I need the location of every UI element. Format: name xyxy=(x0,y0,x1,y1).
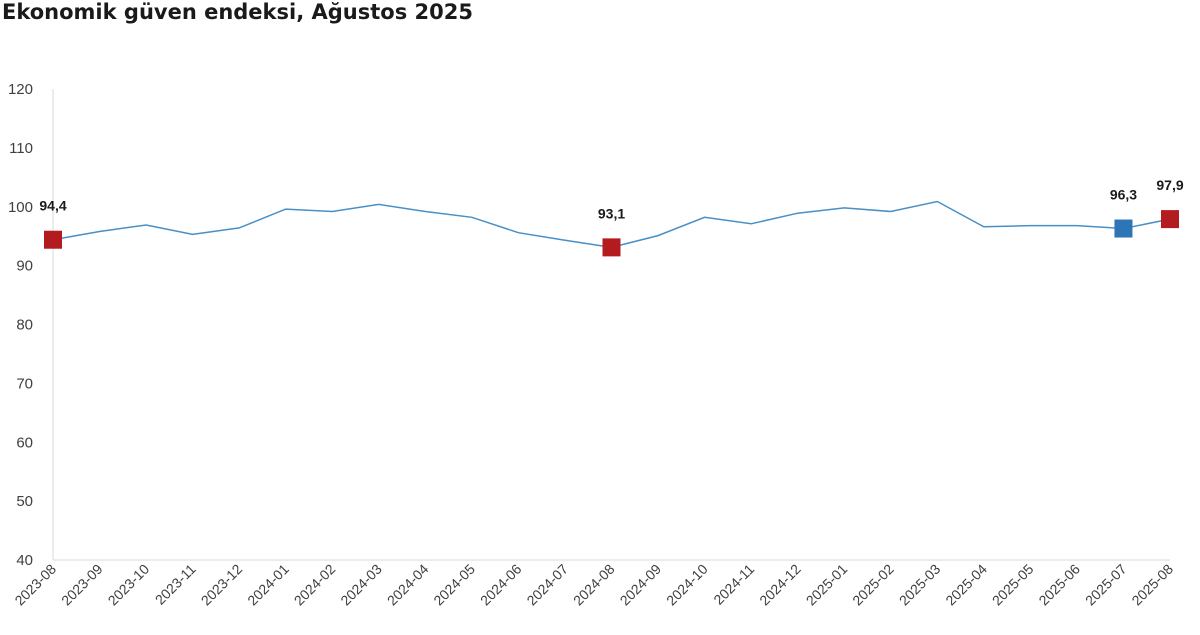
x-tick-label: 2024-04 xyxy=(384,561,432,609)
x-tick-label: 2025-03 xyxy=(896,561,944,609)
data-label: 93,1 xyxy=(598,205,625,221)
x-tick-label: 2025-01 xyxy=(803,561,851,609)
data-point-marker xyxy=(602,238,621,257)
y-tick-label: 40 xyxy=(16,552,33,569)
x-tick-label: 2025-06 xyxy=(1035,561,1083,609)
x-tick-label: 2025-05 xyxy=(989,561,1037,609)
x-tick-label: 2025-04 xyxy=(942,561,990,609)
x-tick-label: 2024-09 xyxy=(617,561,665,609)
markers-layer xyxy=(44,210,1179,257)
y-tick-label: 50 xyxy=(16,493,33,510)
data-labels-layer: 94,4 93,1 96,3 97,9 xyxy=(39,177,1183,221)
data-point-marker xyxy=(1114,219,1133,238)
y-tick-label: 90 xyxy=(16,258,33,275)
x-tick-label: 2024-07 xyxy=(523,561,571,609)
y-tick-label: 60 xyxy=(16,434,33,451)
data-label: 97,9 xyxy=(1156,177,1183,193)
x-tick-label: 2025-02 xyxy=(849,561,897,609)
x-tick-label: 2023-09 xyxy=(58,561,106,609)
x-tick-label: 2024-03 xyxy=(337,561,385,609)
x-tick-label: 2025-07 xyxy=(1082,561,1130,609)
data-label: 94,4 xyxy=(39,198,66,214)
x-tick-label: 2024-10 xyxy=(663,561,711,609)
x-tick-label: 2023-11 xyxy=(152,561,199,608)
x-tick-label: 2023-12 xyxy=(198,561,246,609)
x-tick-label: 2024-02 xyxy=(291,561,339,609)
y-tick-label: 70 xyxy=(16,375,33,392)
data-point-marker xyxy=(1161,210,1179,229)
data-label: 96,3 xyxy=(1110,187,1137,203)
x-tick-label: 2024-11 xyxy=(710,561,757,608)
data-point-marker xyxy=(44,230,62,249)
y-tick-label: 110 xyxy=(9,140,33,157)
y-tick-label: 100 xyxy=(8,199,33,216)
x-tick-label: 2024-12 xyxy=(756,561,804,609)
y-tick-label: 80 xyxy=(16,317,33,334)
chart-title: Ekonomik güven endeksi, Ağustos 2025 xyxy=(2,0,473,24)
x-tick-label: 2024-06 xyxy=(477,561,525,609)
y-tick-label: 120 xyxy=(8,81,33,98)
x-tick-label: 2023-10 xyxy=(105,561,153,609)
x-tick-label: 2024-08 xyxy=(570,561,618,609)
y-axis: 40 50 60 70 80 90 100 110 120 xyxy=(8,81,54,569)
x-tick-label: 2025-08 xyxy=(1128,561,1176,609)
x-tick-label: 2024-01 xyxy=(244,561,292,609)
x-tick-label: 2024-05 xyxy=(430,561,478,609)
